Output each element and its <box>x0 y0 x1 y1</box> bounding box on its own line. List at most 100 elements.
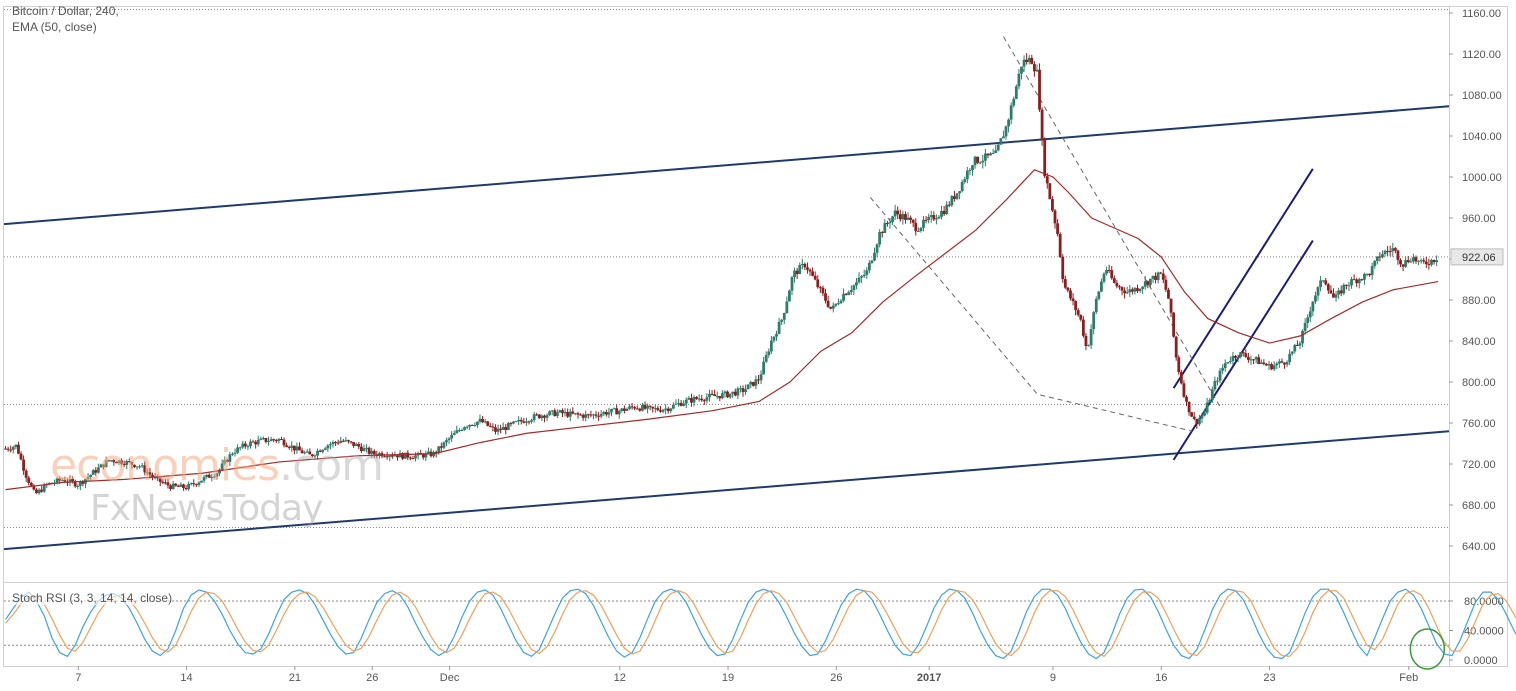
candle-body <box>1399 260 1402 265</box>
candle-body <box>978 162 982 164</box>
candle-body <box>287 446 291 448</box>
candle-body <box>914 222 918 232</box>
candle-body <box>476 421 479 426</box>
candle-body <box>478 418 482 422</box>
candle-body <box>406 452 410 458</box>
candle-body <box>496 428 500 432</box>
candle-body <box>176 485 180 487</box>
candle-body <box>437 446 441 454</box>
candle-body <box>1270 364 1273 370</box>
candle-body <box>127 461 131 463</box>
candle-body <box>256 439 260 445</box>
candle-body <box>285 445 289 447</box>
candle-body <box>1424 261 1428 265</box>
candle-body <box>135 466 139 468</box>
candle-body <box>1048 183 1052 200</box>
candle-body <box>179 484 183 487</box>
candle-body <box>857 277 861 283</box>
candle-body <box>1097 291 1101 299</box>
candle-body <box>635 408 639 410</box>
candle-body <box>617 410 621 415</box>
candle-body <box>1303 322 1307 331</box>
candle-body <box>483 421 487 423</box>
candle-body <box>213 476 216 478</box>
candle-body <box>238 447 242 449</box>
candle-body <box>1414 257 1418 262</box>
candle-body <box>272 439 276 441</box>
candle-body <box>904 214 907 220</box>
candle-body <box>1316 287 1320 296</box>
candle-body <box>192 483 196 485</box>
candle-body <box>1012 98 1016 106</box>
stoch-pane-border <box>3 582 1508 667</box>
candle-body <box>916 231 920 233</box>
candle-body <box>898 214 902 220</box>
candle-body <box>566 411 570 417</box>
candle-body <box>1205 402 1209 413</box>
candle-body <box>785 301 789 314</box>
candle-body <box>1061 256 1065 280</box>
candle-body <box>251 441 255 443</box>
candle-body <box>762 361 766 375</box>
candle-body <box>359 446 363 452</box>
stoch-axis[interactable]: 80.0000 40.0000 0.0000 <box>4 596 1504 667</box>
candle-body <box>40 489 44 492</box>
candle-body <box>1306 317 1310 323</box>
candle-body <box>855 282 858 286</box>
candle-body <box>107 460 111 462</box>
price-tick-label: 680.00 <box>1462 500 1496 512</box>
candle-body <box>1051 199 1054 211</box>
candle-body <box>120 460 123 464</box>
candle-body <box>1234 355 1237 358</box>
candle-body <box>602 412 606 415</box>
candle-body <box>215 473 219 477</box>
candle-body <box>937 216 941 219</box>
candle-body <box>599 414 603 417</box>
candle-body <box>300 450 304 454</box>
candle-body <box>878 232 882 245</box>
candle-body <box>81 481 85 484</box>
stoch-rsi-series <box>5 588 1516 670</box>
candle-body <box>143 465 147 473</box>
candle-body <box>148 472 152 475</box>
candle-body <box>465 426 469 428</box>
candle-body <box>715 396 719 398</box>
candle-body <box>86 476 90 480</box>
candle-body <box>1272 365 1276 370</box>
candle-body <box>813 275 817 280</box>
price-tick-label: 640.00 <box>1462 541 1496 553</box>
candle-body <box>1154 275 1157 281</box>
candle-body <box>821 287 825 294</box>
candle-body <box>958 191 961 194</box>
candle-body <box>305 451 309 453</box>
price-tick-label: 960.00 <box>1462 213 1496 225</box>
candle-body <box>254 441 258 445</box>
candle-body <box>96 467 100 473</box>
candle-body <box>460 429 464 431</box>
candle-body <box>1393 248 1397 251</box>
candle-body <box>862 274 866 277</box>
candle-body <box>710 393 714 395</box>
price-axis[interactable]: 1160.00 1120.00 1080.00 1040.00 1000.00 960.0… <box>1449 8 1502 553</box>
candle-body <box>1022 59 1026 67</box>
candle-body <box>811 271 815 276</box>
ema-line <box>5 169 1439 491</box>
candle-body <box>401 453 405 459</box>
candle-body <box>1069 290 1072 299</box>
candle-body <box>280 438 283 440</box>
candle-body <box>769 340 773 352</box>
candle-body <box>1197 418 1201 425</box>
candle-body <box>259 438 263 440</box>
candle-body <box>1107 269 1111 271</box>
candle-body <box>1125 292 1129 294</box>
candle-body <box>421 454 425 458</box>
candle-body <box>625 408 629 411</box>
candle-body <box>1244 353 1248 357</box>
candle-body <box>187 484 191 490</box>
time-axis[interactable]: 7 14 21 26 Dec 12 19 26 2017 9 16 23 Feb <box>75 666 1418 684</box>
candle-body <box>274 440 278 442</box>
candle-body <box>383 456 386 458</box>
time-tick-label: 23 <box>1263 672 1275 684</box>
candle-body <box>1223 363 1227 369</box>
candle-body <box>499 428 503 431</box>
